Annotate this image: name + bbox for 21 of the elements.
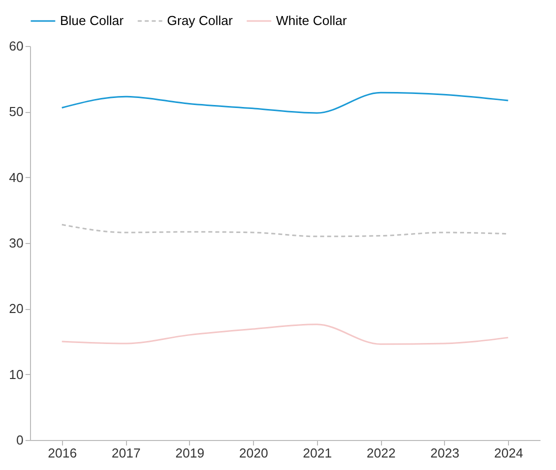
x-tick-label: 2024 [494,446,524,460]
y-tick-label: 10 [9,366,24,382]
y-tick-label: 40 [9,170,24,185]
x-tick-label: 2023 [430,446,460,460]
y-tick-label: 50 [9,104,24,120]
x-tick-label: 2016 [48,446,77,460]
line-series [61,92,509,114]
x-tick-label: 2020 [239,446,268,460]
x-tick-label: 2019 [175,446,204,460]
y-tick-label: 0 [16,432,24,448]
y-tick-label: 60 [9,38,24,54]
y-tick-label: 20 [9,301,24,316]
legend-label: Blue Collar [60,13,124,28]
x-tick-label: 2021 [302,446,332,460]
y-tick-label: 30 [9,236,24,250]
legend-label: Gray Collar [167,13,234,28]
line-series [61,224,509,238]
line-series [61,324,509,345]
legend-label: White Collar [276,13,348,28]
x-tick-label: 2017 [112,446,141,460]
x-tick-label: 2022 [366,446,396,460]
